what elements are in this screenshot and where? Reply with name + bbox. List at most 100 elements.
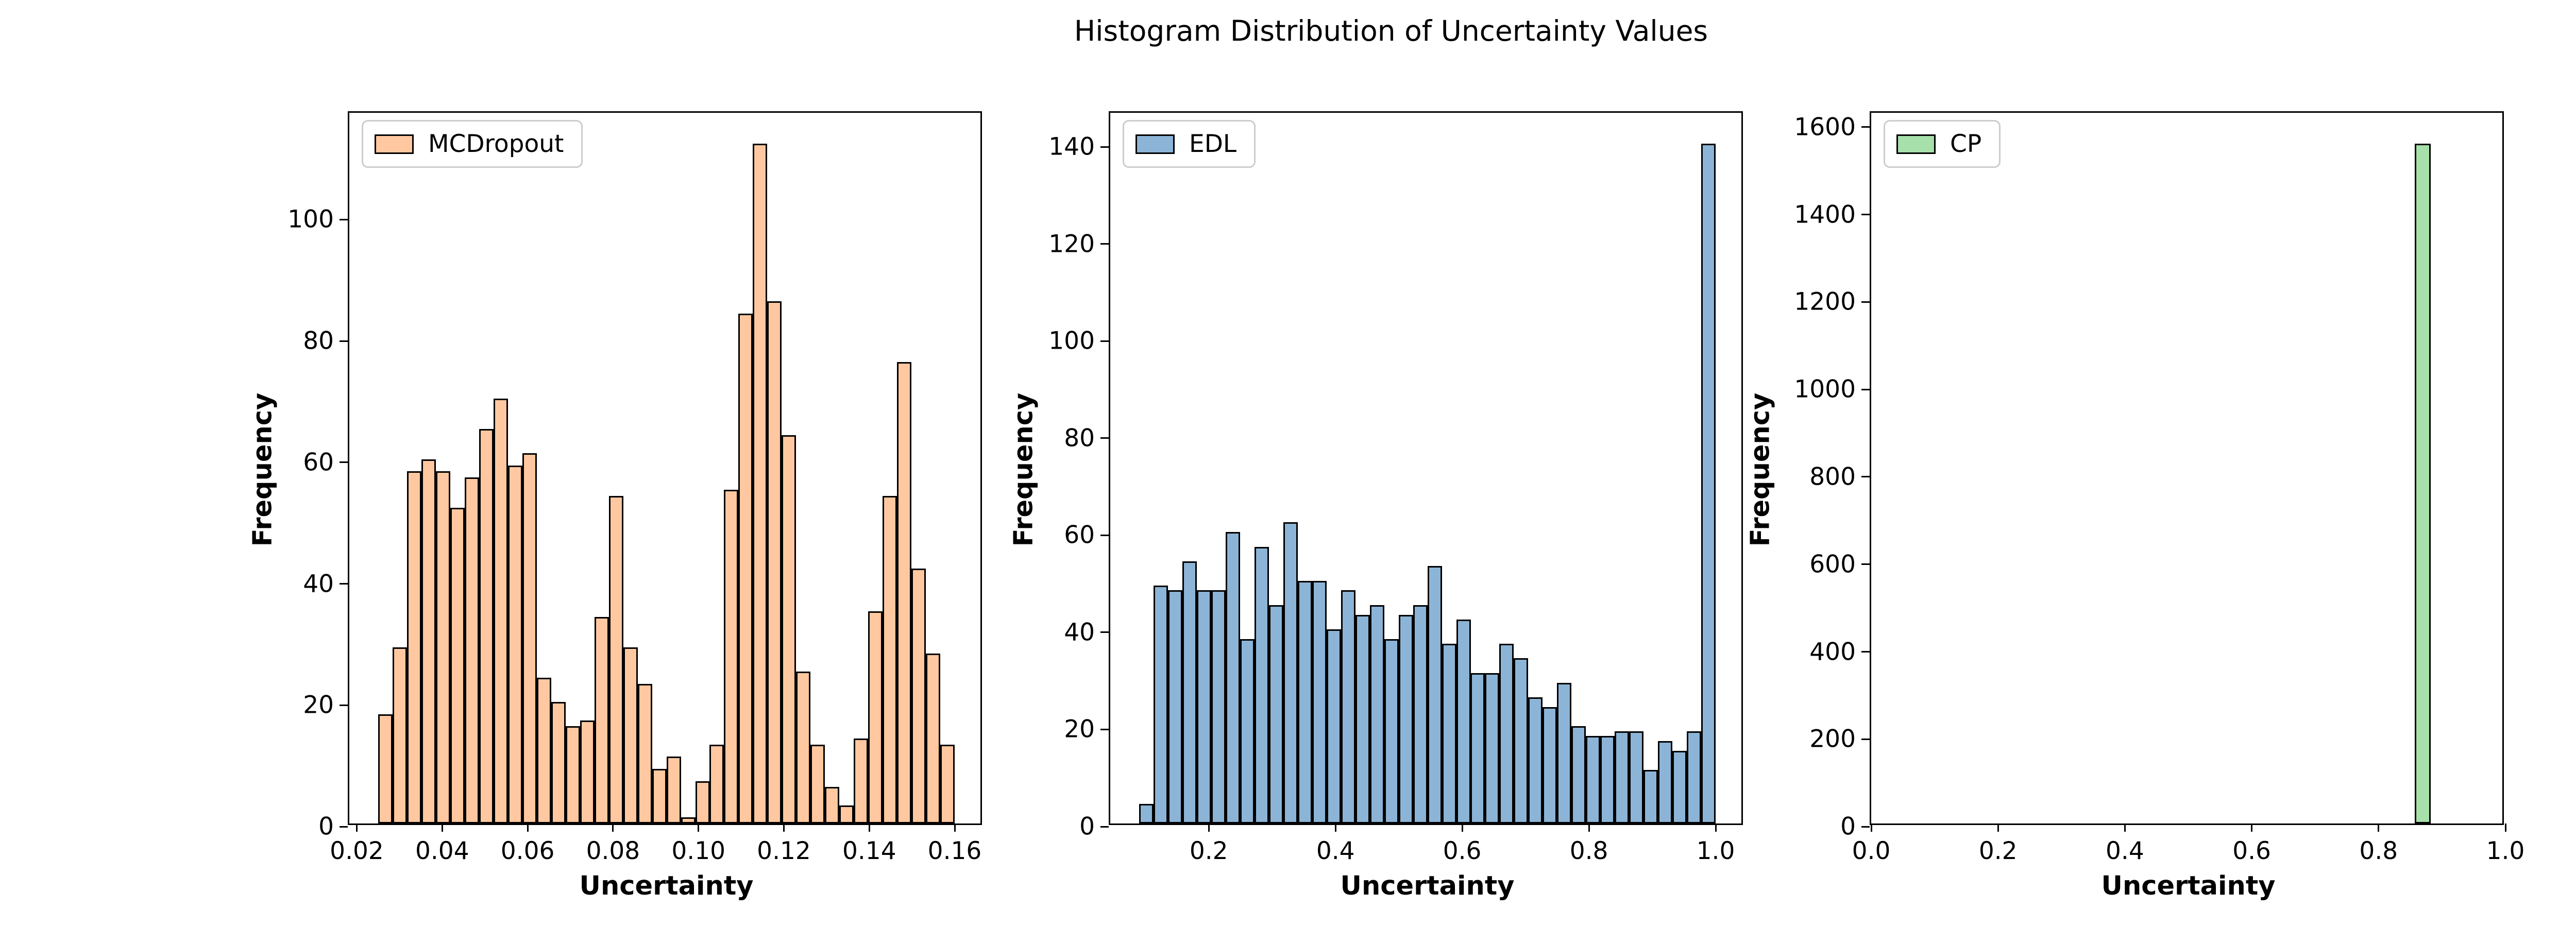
y-tick [340,218,348,220]
legend-swatch [1896,134,1936,154]
figure-title: Histogram Distribution of Uncertainty Va… [1074,14,1708,47]
y-tick [1100,146,1109,148]
y-tick-label: 140 [1048,132,1095,161]
y-tick [1861,738,1870,740]
histogram-bar [1225,532,1240,823]
histogram-bar [594,617,609,823]
histogram-bar [1586,736,1601,823]
x-tick [356,823,358,832]
histogram-bar [709,744,724,823]
histogram-bar [652,768,667,823]
histogram-bar [1196,590,1211,823]
x-tick [868,823,870,832]
x-tick [783,823,785,832]
y-tick-label: 1400 [1794,200,1856,229]
histogram-bar [1167,590,1182,823]
y-axis-label: Frequency [1008,392,1039,547]
histogram-bar [493,399,508,823]
histogram-bar [1139,804,1154,823]
y-tick-label: 20 [303,691,334,719]
histogram-bar [782,435,796,823]
x-tick-label: 0.4 [1316,837,1355,865]
subplot-edl: 0.2 0.4 0.6 0.8 1.0 0 20 40 60 80 100 120 140 Uncerta… [1009,111,1743,901]
histogram-bar [1571,726,1586,823]
x-tick-label: 0.4 [2106,837,2144,865]
x-tick [1715,823,1717,832]
x-tick-label: 0.04 [415,837,469,865]
x-tick-label: 0.02 [330,837,384,865]
y-tick-label: 40 [303,570,334,598]
histogram-bar [839,805,854,823]
x-tick [527,823,529,832]
y-tick [1861,476,1870,478]
y-tick [1861,301,1870,303]
legend-swatch [375,134,414,154]
y-tick-label: 0 [1840,812,1856,841]
y-tick-label: 1000 [1794,375,1856,404]
histogram-bar [810,744,825,823]
x-tick [612,823,614,832]
x-tick-label: 0.2 [1978,837,2018,865]
y-tick-label: 1600 [1794,113,1856,142]
histogram-bar [666,757,681,823]
y-tick [1861,214,1870,216]
y-tick-label: 1200 [1794,287,1856,316]
y-axis-label: Frequency [247,392,278,547]
histogram-bar [1658,741,1673,823]
histogram-bar [1557,682,1572,823]
y-tick-label: 80 [1064,424,1095,453]
y-tick-label: 400 [1809,638,1856,666]
histogram-bar [1600,736,1615,823]
histogram-bar [1514,658,1529,823]
histogram-bar [1312,580,1327,823]
y-tick [340,704,348,706]
histogram-bar [1701,144,1716,823]
subplot-mcdropout: 0.02 0.04 0.06 0.08 0.10 0.12 0.14 0.16 0 20 40 60 8… [248,111,982,901]
histogram-bar [1240,639,1255,823]
y-tick [1861,563,1870,565]
legend-label: MCDropout [428,130,564,158]
histogram-bar [479,428,494,823]
y-tick [340,461,348,464]
histogram-bar [1398,614,1413,823]
histogram-bar [1643,770,1658,823]
histogram-bar [637,683,652,823]
y-tick [1100,340,1109,342]
y-tick [1100,437,1109,439]
x-tick-label: 0.06 [500,837,555,865]
y-axis-label: Frequency [1745,392,1776,547]
x-tick-label: 0.14 [842,837,896,865]
histogram-bar [392,647,407,823]
x-tick [1870,823,1872,832]
histogram-bar [565,726,580,823]
histogram-bar [551,702,566,823]
histogram-bar [1470,673,1485,823]
y-tick [340,340,348,342]
x-tick-label: 0.0 [1852,837,1891,865]
x-tick [1997,823,1999,832]
histogram-bar [435,471,450,823]
histogram-bar [1456,620,1471,823]
histogram-bar [911,569,926,823]
histogram-bar [1153,586,1168,823]
histogram-bar [2415,144,2431,823]
x-tick-label: 1.0 [1696,837,1735,865]
histogram-bar [1369,605,1384,823]
histogram-bar [1283,522,1298,823]
x-tick [1334,823,1336,832]
histogram-bar [1326,629,1341,823]
histogram-bar [1211,590,1226,823]
legend: CP [1884,120,2001,168]
y-tick-label: 20 [1064,715,1095,744]
y-tick [340,826,348,828]
histogram-bar [1182,561,1197,823]
y-tick [1861,126,1870,128]
histogram-bar [1528,697,1543,823]
y-tick-label: 0 [1079,812,1095,841]
x-axis-label: Uncertainty [579,871,754,901]
histogram-bar [1268,605,1283,823]
histogram-bar [940,744,955,823]
histogram-bar [1254,546,1269,823]
histogram-bar [507,465,522,823]
